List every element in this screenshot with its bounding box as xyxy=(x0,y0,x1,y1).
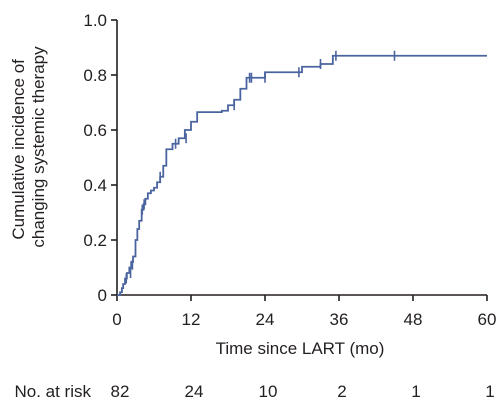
y-tick-label: 1.0 xyxy=(83,11,107,30)
at-risk-value: 24 xyxy=(185,382,204,401)
x-axis-label: Time since LART (mo) xyxy=(216,339,385,358)
series-layer xyxy=(117,54,487,296)
y-tick-label: 0.4 xyxy=(83,176,107,195)
y-axis-label: Cumulative incidence of changing systemi… xyxy=(9,46,48,248)
y-tick-label: 0 xyxy=(98,286,107,305)
x-tick-label: 36 xyxy=(330,310,349,329)
y-tick-label: 0.6 xyxy=(83,121,107,140)
x-tick-label: 60 xyxy=(478,310,497,329)
x-tick-label: 0 xyxy=(112,310,121,329)
at-risk-value: 1 xyxy=(411,382,420,401)
x-tick-label: 12 xyxy=(182,310,201,329)
y-axis-label-line-2: changing systemic therapy xyxy=(29,46,48,248)
at-risk-value: 82 xyxy=(111,382,130,401)
y-tick-label: 0.8 xyxy=(83,66,107,85)
axes xyxy=(116,20,487,296)
x-tick-label: 48 xyxy=(404,310,423,329)
y-tick-label: 0.2 xyxy=(83,231,107,250)
at-risk-value: 1 xyxy=(485,382,494,401)
at-risk-value: 10 xyxy=(259,382,278,401)
at-risk-value: 2 xyxy=(337,382,346,401)
km-step-line xyxy=(117,54,487,296)
at-risk-values: 82 24 10 2 1 1 xyxy=(111,382,495,401)
y-axis-label-line-1: Cumulative incidence of xyxy=(9,59,28,240)
y-ticks: 0 0.2 0.4 0.6 0.8 1.0 xyxy=(83,11,117,305)
x-ticks: 0 12 24 36 48 60 xyxy=(112,295,496,329)
at-risk-label: No. at risk xyxy=(14,382,91,401)
censor-layer xyxy=(125,50,396,284)
x-tick-label: 24 xyxy=(256,310,275,329)
